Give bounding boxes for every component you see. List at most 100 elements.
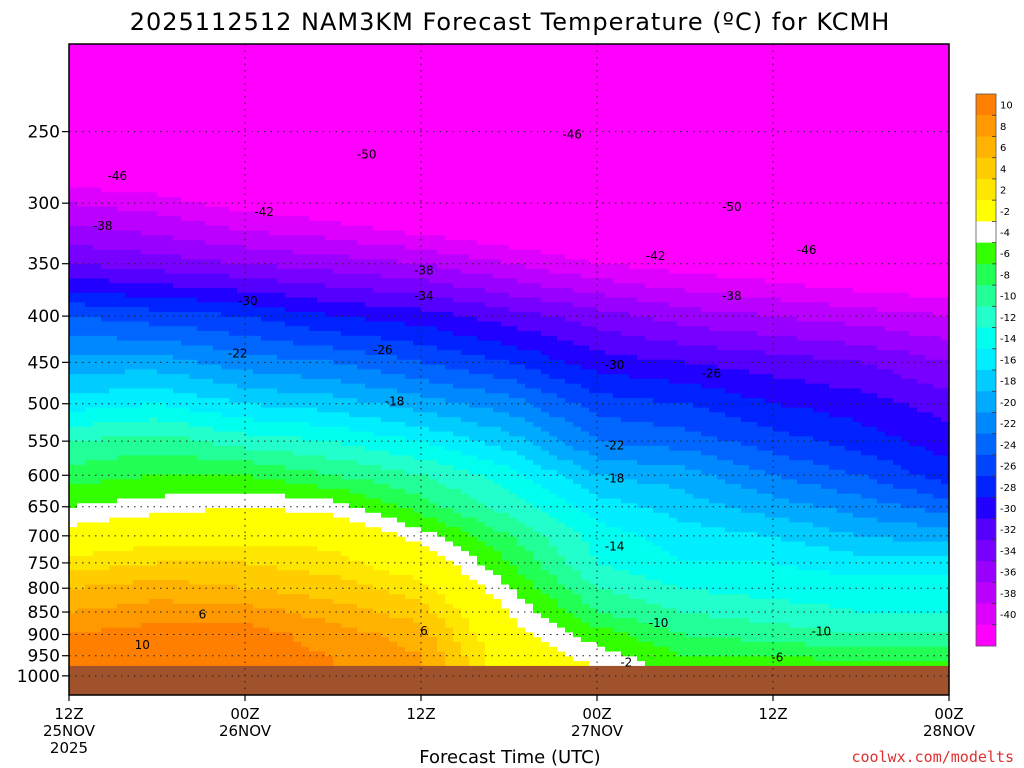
temperature-cell	[269, 201, 278, 208]
temperature-cell	[109, 527, 118, 533]
temperature-cell	[341, 531, 350, 538]
temperature-cell	[173, 264, 182, 270]
temperature-cell	[117, 575, 126, 581]
temperature-cell	[101, 244, 110, 251]
temperature-cell	[269, 508, 278, 514]
temperature-cell	[133, 72, 142, 79]
temperature-cell	[357, 287, 366, 294]
temperature-cell	[301, 345, 310, 351]
temperature-cell	[101, 474, 110, 480]
temperature-cell	[245, 541, 254, 547]
temperature-cell	[277, 345, 286, 351]
temperature-cell	[117, 493, 126, 500]
temperature-cell	[253, 44, 262, 50]
temperature-cell	[357, 221, 366, 227]
temperature-cell	[253, 627, 262, 634]
temperature-cell	[165, 331, 174, 337]
temperature-cell	[229, 345, 238, 351]
temperature-cell	[189, 225, 198, 232]
temperature-cell	[197, 302, 206, 308]
temperature-cell	[205, 221, 214, 227]
temperature-cell	[277, 249, 286, 256]
temperature-cell	[109, 450, 118, 457]
temperature-cell	[181, 58, 190, 64]
temperature-cell	[77, 651, 86, 657]
temperature-cell	[93, 527, 102, 533]
temperature-cell	[165, 106, 174, 112]
temperature-cell	[309, 603, 318, 610]
temperature-cell	[325, 206, 334, 213]
temperature-cell	[333, 421, 342, 428]
temperature-cell	[269, 441, 278, 447]
temperature-cell	[253, 283, 262, 289]
temperature-cell	[309, 72, 318, 79]
temperature-cell	[69, 67, 78, 74]
temperature-cell	[221, 503, 230, 509]
temperature-cell	[205, 589, 214, 595]
temperature-cell	[245, 125, 254, 131]
temperature-cell	[77, 292, 86, 299]
temperature-cell	[181, 182, 190, 189]
temperature-cell	[301, 398, 310, 404]
temperature-cell	[277, 53, 286, 59]
temperature-cell	[237, 249, 246, 256]
temperature-cell	[229, 445, 238, 452]
temperature-cell	[173, 292, 182, 299]
temperature-cell	[221, 431, 230, 437]
temperature-cell	[229, 278, 238, 284]
temperature-cell	[109, 287, 118, 294]
temperature-cell	[109, 594, 118, 600]
temperature-cell	[269, 551, 278, 557]
temperature-cell	[173, 235, 182, 241]
temperature-cell	[293, 335, 302, 342]
temperature-cell	[141, 264, 150, 270]
temperature-cell	[325, 292, 334, 299]
temperature-cell	[93, 230, 102, 236]
temperature-cell	[133, 503, 142, 509]
temperature-cell	[325, 589, 334, 595]
temperature-cell	[181, 297, 190, 303]
temperature-cell	[237, 321, 246, 327]
temperature-cell	[341, 460, 350, 466]
temperature-cell	[157, 527, 166, 533]
temperature-cell	[165, 412, 174, 418]
temperature-cell	[165, 235, 174, 241]
temperature-cell	[349, 221, 358, 227]
temperature-cell	[117, 115, 126, 122]
temperature-cell	[181, 646, 190, 653]
temperature-cell	[221, 350, 230, 356]
temperature-cell	[125, 436, 134, 442]
temperature-cell	[213, 546, 222, 552]
temperature-cell	[149, 58, 158, 64]
temperature-cell	[85, 292, 94, 299]
temperature-cell	[221, 598, 230, 605]
temperature-cell	[349, 551, 358, 557]
temperature-cell	[301, 570, 310, 576]
temperature-cell	[341, 618, 350, 624]
temperature-cell	[85, 331, 94, 337]
temperature-cell	[141, 67, 150, 74]
temperature-cell	[109, 512, 118, 519]
temperature-cell	[181, 316, 190, 323]
temperature-cell	[285, 125, 294, 131]
temperature-cell	[341, 144, 350, 150]
temperature-cell	[77, 431, 86, 437]
temperature-cell	[165, 417, 174, 423]
temperature-cell	[109, 460, 118, 466]
temperature-cell	[213, 297, 222, 303]
temperature-cell	[261, 316, 270, 323]
temperature-cell	[205, 618, 214, 624]
temperature-cell	[133, 598, 142, 605]
temperature-cell	[277, 125, 286, 131]
temperature-cell	[325, 369, 334, 375]
temperature-cell	[93, 311, 102, 318]
temperature-cell	[109, 259, 118, 265]
temperature-cell	[341, 58, 350, 64]
temperature-cell	[69, 364, 78, 370]
temperature-cell	[205, 158, 214, 165]
temperature-cell	[349, 101, 358, 107]
temperature-cell	[245, 560, 254, 567]
temperature-cell	[349, 244, 358, 251]
temperature-cell	[157, 388, 166, 394]
temperature-cell	[333, 268, 342, 275]
